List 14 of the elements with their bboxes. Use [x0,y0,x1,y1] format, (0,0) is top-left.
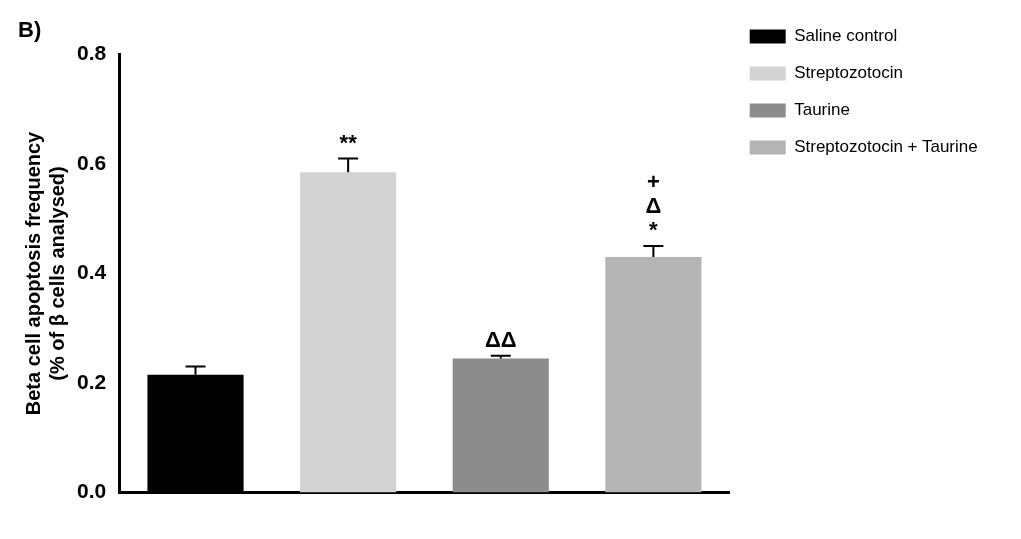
legend-label: Saline control [794,26,898,46]
y-tick-label: 0.2 [76,369,107,393]
legend-label: Streptozotocin [794,63,903,83]
y-axis-title: Beta cell apoptosis frequency (% of β cells analysed) [21,130,68,416]
data-label: + Δ * [645,169,662,243]
y-tick-label: 0.0 [76,479,107,503]
y-tick-label: 0.6 [76,150,107,174]
data-label: ΔΔ [484,326,517,352]
data-label: ** [339,129,358,155]
legend-label: Streptozotocin + Taurine [794,137,978,157]
chart-title: B) [18,17,42,43]
legend-label: Taurine [794,100,850,120]
y-tick-label: 0.4 [76,260,107,284]
y-tick-label: 0.8 [76,41,107,65]
